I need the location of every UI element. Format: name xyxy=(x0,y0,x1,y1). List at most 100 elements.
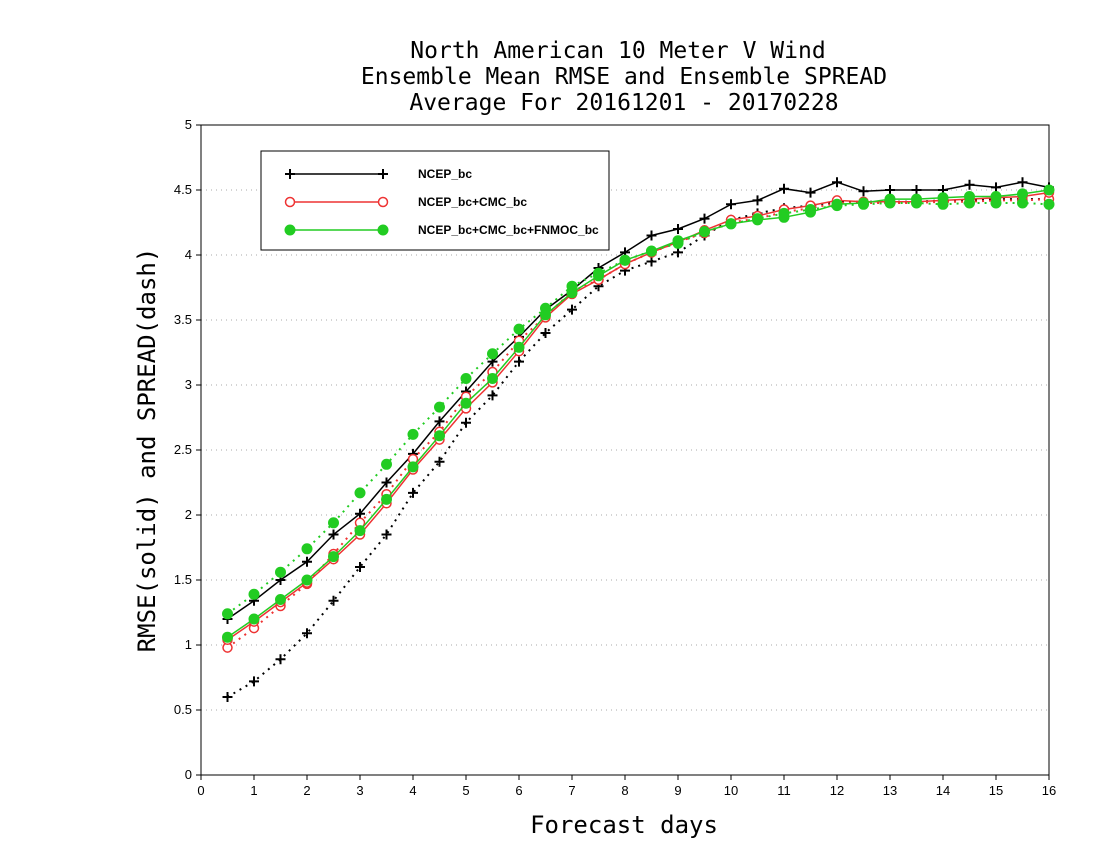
series-2-rmse-point xyxy=(381,493,392,505)
y-tick-label: 0 xyxy=(185,767,192,782)
series-2-rmse-point xyxy=(831,198,843,210)
series-0-rmse-point xyxy=(858,186,869,197)
series-0-rmse-point xyxy=(991,182,1001,193)
x-tick-label: 0 xyxy=(197,783,204,798)
series-2-rmse-point xyxy=(275,594,286,605)
series-2-rmse-point xyxy=(540,309,551,321)
x-tick-label: 12 xyxy=(830,783,844,798)
chart-title-line-3: Average For 20161201 - 20170228 xyxy=(409,90,838,116)
x-tick-label: 11 xyxy=(777,783,791,798)
series-2-rmse-point xyxy=(434,430,445,442)
x-tick-label: 1 xyxy=(250,783,257,798)
series-2-spread-point xyxy=(301,543,313,555)
chart-title-line-2: Ensemble Mean RMSE and Ensemble SPREAD xyxy=(361,64,887,90)
x-axis-ticks: 0 1 2 3 4 5 6 7 8 9 10 11 12 13 14 15 16 xyxy=(197,775,1056,798)
series-2-spread-point xyxy=(1017,197,1028,209)
series-1 xyxy=(222,187,1055,653)
chart-title-line-1: North American 10 Meter V Wind xyxy=(410,38,825,64)
legend-marker-0 xyxy=(285,169,295,179)
series-2-rmse-point xyxy=(725,218,737,230)
series-2-rmse-line xyxy=(227,189,1050,638)
x-tick-label: 3 xyxy=(356,783,363,798)
series-2-rmse-point xyxy=(407,461,419,473)
series-2-spread-point xyxy=(381,458,392,470)
x-axis-label: Forecast days xyxy=(530,811,718,839)
series-0-rmse-point xyxy=(752,195,763,206)
series-0-rmse-point xyxy=(381,477,392,488)
series-2-spread-point xyxy=(222,608,233,620)
series-2-rmse-point xyxy=(566,287,578,299)
series-0-spread-point xyxy=(461,417,471,428)
x-tick-label: 6 xyxy=(515,783,522,798)
series-0-spread-point xyxy=(487,390,498,401)
series-2-spread-point xyxy=(434,401,445,413)
x-tick-label: 5 xyxy=(462,783,469,798)
series-0-rmse-point xyxy=(964,179,975,190)
series-2-rmse-point xyxy=(1017,188,1028,200)
series-2-rmse-point xyxy=(487,373,498,384)
series-2-spread-line xyxy=(226,202,1050,615)
series-layer xyxy=(222,177,1055,702)
series-2 xyxy=(222,184,1055,643)
legend-marker-0 xyxy=(378,169,388,179)
x-tick-label: 7 xyxy=(568,783,575,798)
x-tick-label: 2 xyxy=(303,783,310,798)
series-0-rmse-point xyxy=(1017,177,1028,188)
series-2-rmse-point xyxy=(1043,184,1055,196)
y-tick-label: 3.5 xyxy=(174,312,192,327)
x-tick-label: 9 xyxy=(674,783,681,798)
y-tick-label: 4.5 xyxy=(174,182,192,197)
series-0-rmse-point xyxy=(302,556,312,567)
legend-box xyxy=(260,150,610,251)
series-0-spread-point xyxy=(434,456,445,467)
series-0-spread-point xyxy=(408,487,418,498)
x-tick-label: 13 xyxy=(883,783,897,798)
legend-marker-1 xyxy=(377,196,389,208)
series-2-rmse-point xyxy=(354,525,366,537)
series-2-rmse-point xyxy=(964,191,975,202)
series-2-rmse-point xyxy=(699,226,710,238)
series-0-spread-point xyxy=(567,304,577,315)
series-1-rmse-line xyxy=(227,191,1050,641)
series-0-spread-point xyxy=(249,676,259,687)
x-tick-label: 8 xyxy=(621,783,628,798)
legend-label-2: NCEP_bc+CMC_bc+FNMOC_bc xyxy=(418,223,599,237)
series-0-rmse-point xyxy=(832,177,842,188)
legend-marker-1 xyxy=(284,196,296,208)
series-2-rmse-point xyxy=(990,191,1002,202)
series-2-rmse-point xyxy=(858,197,869,209)
legend: NCEP_bc NCEP_bc+CMC_bc NCEP_bc+CMC_bc+FNMO… xyxy=(260,150,610,251)
y-tick-label: 5 xyxy=(185,117,192,132)
series-0-spread-point xyxy=(328,595,339,606)
series-2-rmse-point xyxy=(646,245,657,257)
series-0-spread-point xyxy=(646,256,657,267)
series-0-spread-point xyxy=(381,529,392,540)
series-2-rmse-point xyxy=(328,551,339,563)
legend-label-0: NCEP_bc xyxy=(418,167,472,181)
series-2-rmse-point xyxy=(884,193,896,205)
y-tick-label: 2.5 xyxy=(174,442,192,457)
series-0-spread-point xyxy=(673,247,683,258)
series-2-spread-point xyxy=(1043,198,1055,210)
series-0-spread-point xyxy=(540,328,551,338)
series-0-rmse-point xyxy=(673,224,683,234)
series-2-spread-point xyxy=(460,373,472,384)
series-0-rmse-point xyxy=(726,199,736,210)
series-0-rmse-point xyxy=(328,529,339,540)
series-2-spread-point xyxy=(328,517,339,529)
series-2-rmse-point xyxy=(805,206,816,218)
series-0-spread-point xyxy=(222,692,233,702)
series-2-rmse-point xyxy=(593,270,604,282)
series-0-rmse-point xyxy=(646,230,657,241)
series-0-spread-point xyxy=(302,628,312,639)
series-1-spread-line xyxy=(226,198,1050,649)
series-2-rmse-point xyxy=(911,193,922,205)
y-tick-label: 0.5 xyxy=(174,702,192,717)
series-0-spread-point xyxy=(355,562,365,572)
y-axis-ticks: 0 0.5 1 1.5 2 2.5 3 3.5 4 4.5 5 xyxy=(174,117,201,782)
series-2-rmse-point xyxy=(752,214,763,226)
series-0-spread-point xyxy=(514,356,524,367)
y-axis-label: RMSE(solid) and SPREAD(dash) xyxy=(133,248,161,653)
series-2-rmse-point xyxy=(937,192,949,204)
